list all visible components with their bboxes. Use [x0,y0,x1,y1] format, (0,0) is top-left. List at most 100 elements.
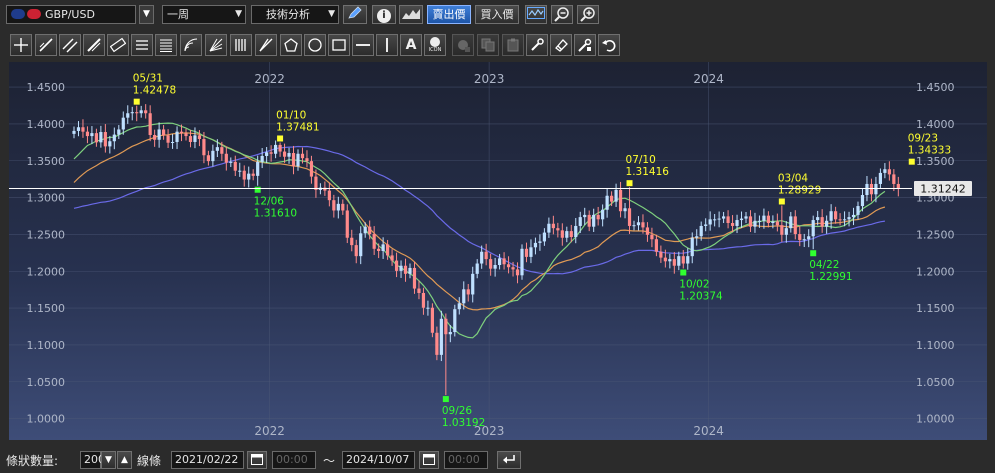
to-calendar-button[interactable] [419,451,439,469]
chart-type-button[interactable] [399,5,423,24]
candle [515,262,520,284]
candle-body [677,256,681,266]
candle-body [426,307,430,309]
analysis-select[interactable]: 技術分析 ▼ [251,5,339,24]
sell-price-button[interactable]: 賣出價 [427,5,471,24]
candle [524,242,529,263]
candle-body [829,211,833,221]
record-tool-button[interactable] [452,34,474,56]
angle-tool-button[interactable] [255,34,277,56]
candle [618,181,623,218]
annotation-date: 01/10 [276,109,306,121]
from-time-input[interactable]: 00:00 [272,451,316,469]
bars-increase-button[interactable]: ▲ [117,451,132,469]
parallel-line-tool-button[interactable] [59,34,81,56]
properties-tool-button[interactable] [526,34,548,56]
annotations: 05/311.42478 01/101.37481 12/061.31610 09/2… [133,73,951,429]
candle-body [789,216,793,229]
mountain-chart-icon [402,9,420,19]
vertical-lines-tool-button[interactable] [230,34,252,56]
candle-body [538,241,542,243]
fibonacci-tool-button[interactable] [155,34,177,56]
line-tool-button[interactable] [83,34,105,56]
fan-tool-button[interactable] [205,34,227,56]
candle-body [300,153,305,159]
bars-input[interactable]: 200 [80,451,105,469]
candle-body [90,133,94,137]
trendline-icon [39,38,53,52]
buy-price-button[interactable]: 買入價 [475,5,519,24]
polygon-tool-button[interactable] [280,34,302,56]
to-date-input[interactable]: 2024/10/07 [342,451,415,469]
candle-body [807,236,811,240]
fibonacci-arc-tool-button[interactable] [180,34,202,56]
ruler-tool-button[interactable] [107,34,129,56]
candle [511,261,515,277]
candle-body [524,248,529,257]
candle-body [282,151,287,157]
candle [153,129,157,147]
candle [327,182,331,207]
candle-body [130,112,134,114]
vertical-line-tool-button[interactable] [376,34,398,56]
trendline-tool-button[interactable] [35,34,57,56]
tools-icon [578,38,592,52]
candle [314,169,318,198]
wrench-icon [531,38,544,51]
low-annotation: 12/061.31610 [254,186,297,220]
from-date-input[interactable]: 2021/02/22 [171,451,244,469]
horizontal-lines-tool-button[interactable] [131,34,153,56]
candle-body [278,144,282,152]
price-chart[interactable]: 05/311.42478 01/101.37481 12/061.31610 09/2… [9,62,987,440]
candle-body [780,225,784,235]
candle-body [645,227,650,235]
zoom-in-button[interactable] [577,5,599,24]
annotation-value: 1.31610 [254,208,297,220]
crosshair-tool-button[interactable] [10,34,32,56]
undo-tool-button[interactable] [598,34,620,56]
rectangle-tool-button[interactable] [328,34,350,56]
candle [704,218,708,232]
candle [135,105,139,122]
candle-body [641,222,645,228]
crosshair-icon [14,38,28,52]
icon-tool-button[interactable]: ICON [424,34,446,56]
candle-body [202,139,206,156]
candle [574,217,578,244]
circle-tool-button[interactable] [304,34,326,56]
eraser-tool-button[interactable] [550,34,572,56]
symbol-select[interactable]: GBP/USD [6,5,136,24]
candle [359,226,363,265]
candle-body [274,144,278,154]
high-marker [133,98,140,105]
vertical-lines-icon [235,39,246,51]
period-select[interactable]: 一周 ▼ [162,5,246,24]
to-time-input[interactable]: 00:00 [444,451,488,469]
horizontal-line-tool-button[interactable] [352,34,374,56]
candle [179,124,184,142]
text-tool-button[interactable]: A [400,34,422,56]
reset-range-button[interactable] [497,451,521,469]
candle-body [220,147,224,154]
symbol-dropdown-button[interactable]: ▼ [139,5,154,24]
info-button[interactable]: i [372,5,396,24]
copy-tool-button[interactable] [477,34,499,56]
draw-button[interactable] [343,5,367,24]
current-price-line-group: 1.31242 [9,180,972,196]
candle-body [704,224,708,226]
candle-body [224,153,228,163]
candle-body [166,135,170,143]
candle-body [892,174,896,184]
zoom-out-button[interactable] [551,5,573,24]
wave-chart-button[interactable] [525,5,547,24]
paste-tool-button[interactable] [502,34,524,56]
x-tick-label-top: 2023 [474,72,505,86]
bars-decrease-button[interactable]: ▼ [101,451,116,469]
candle [269,145,273,162]
candle-body [583,214,587,218]
range-separator: ～ [323,454,336,468]
candle [807,229,811,248]
settings-tool-button[interactable] [574,34,596,56]
from-calendar-button[interactable] [247,451,267,469]
candle [587,210,591,232]
